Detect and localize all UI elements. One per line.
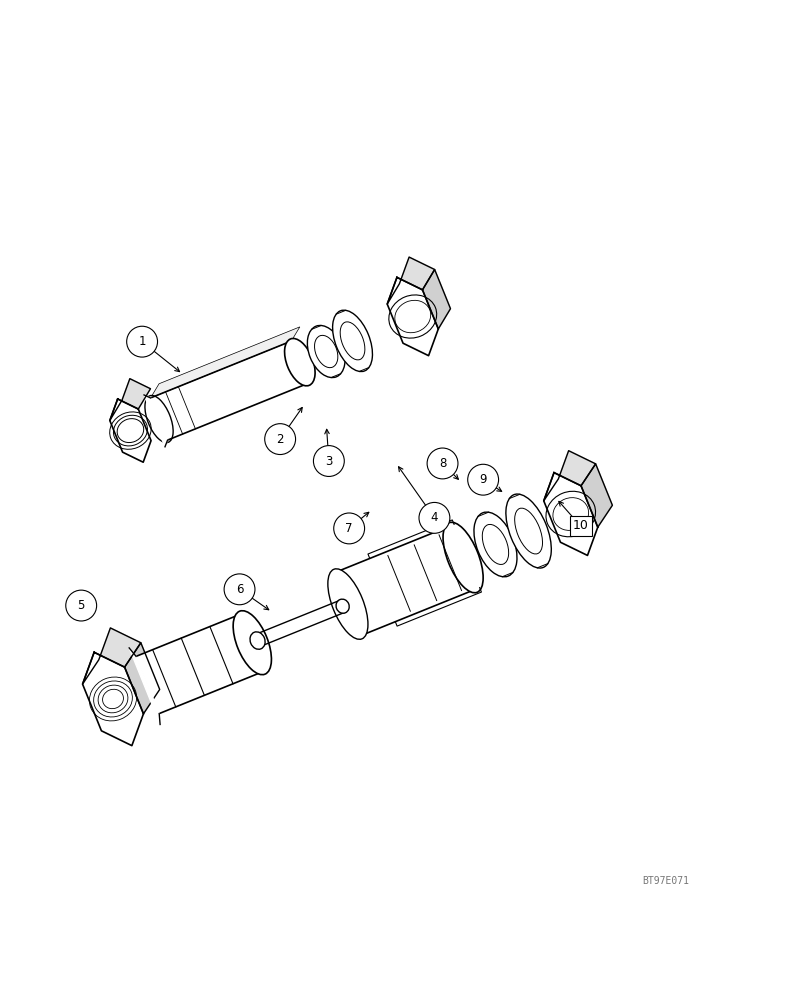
Text: 2: 2 xyxy=(276,433,284,446)
Circle shape xyxy=(264,424,295,455)
Polygon shape xyxy=(422,270,450,329)
Polygon shape xyxy=(144,395,167,447)
Ellipse shape xyxy=(233,611,271,675)
Polygon shape xyxy=(136,614,264,714)
Ellipse shape xyxy=(250,632,265,649)
Text: 1: 1 xyxy=(138,335,146,348)
Ellipse shape xyxy=(333,310,372,372)
Circle shape xyxy=(418,502,449,533)
Polygon shape xyxy=(150,327,299,398)
Text: BT97E071: BT97E071 xyxy=(642,876,689,886)
Text: 7: 7 xyxy=(345,522,353,535)
Ellipse shape xyxy=(474,512,517,577)
Polygon shape xyxy=(109,379,150,421)
Ellipse shape xyxy=(336,599,349,613)
Circle shape xyxy=(224,574,255,605)
Text: 4: 4 xyxy=(430,511,438,524)
Polygon shape xyxy=(83,628,140,684)
Ellipse shape xyxy=(443,522,483,593)
Text: 3: 3 xyxy=(324,455,333,468)
Text: 10: 10 xyxy=(572,519,588,532)
Polygon shape xyxy=(124,643,160,714)
Circle shape xyxy=(427,448,457,479)
Polygon shape xyxy=(255,600,345,647)
Circle shape xyxy=(467,464,498,495)
Circle shape xyxy=(66,590,97,621)
Polygon shape xyxy=(581,464,611,527)
Ellipse shape xyxy=(328,569,367,639)
Polygon shape xyxy=(543,451,595,501)
Polygon shape xyxy=(335,526,475,636)
Ellipse shape xyxy=(284,338,315,386)
Ellipse shape xyxy=(144,395,173,443)
Circle shape xyxy=(127,326,157,357)
Text: 9: 9 xyxy=(478,473,487,486)
Circle shape xyxy=(333,513,364,544)
Circle shape xyxy=(313,446,344,476)
Polygon shape xyxy=(387,257,434,304)
Ellipse shape xyxy=(307,325,345,378)
Polygon shape xyxy=(387,277,438,356)
Text: 5: 5 xyxy=(77,599,85,612)
Ellipse shape xyxy=(505,494,551,568)
Polygon shape xyxy=(150,341,308,440)
Text: 8: 8 xyxy=(438,457,446,470)
Polygon shape xyxy=(543,473,597,555)
Polygon shape xyxy=(83,652,144,746)
Text: 6: 6 xyxy=(235,583,243,596)
Polygon shape xyxy=(109,399,151,462)
Polygon shape xyxy=(129,648,160,724)
